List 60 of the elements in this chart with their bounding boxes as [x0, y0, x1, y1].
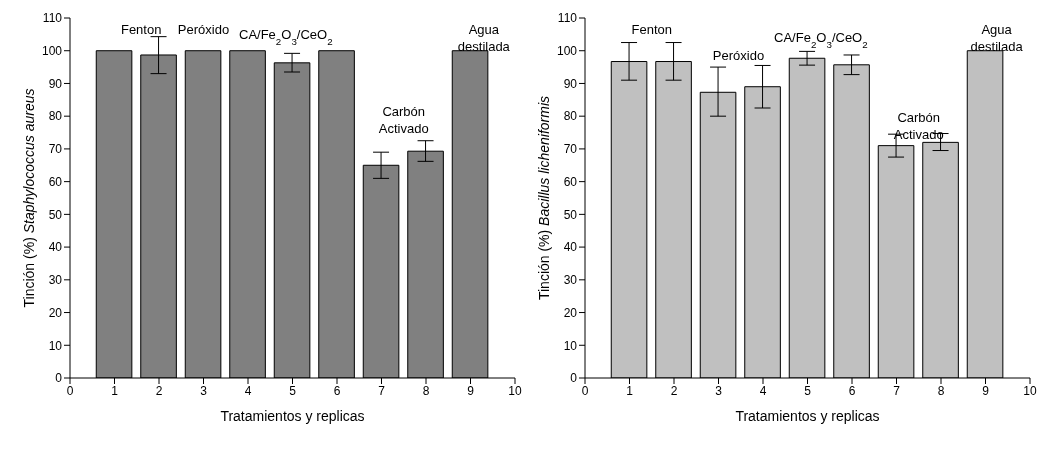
- x-tick-label: 2: [670, 383, 678, 398]
- y-tick-label: 10: [48, 338, 63, 353]
- x-tick-label: 1: [111, 383, 119, 398]
- y-tick-label: 60: [48, 174, 63, 189]
- annotation: Peróxido: [177, 22, 230, 37]
- y-tick-label: 70: [563, 142, 578, 157]
- x-tick-label: 8: [422, 383, 430, 398]
- x-tick-label: 0: [581, 383, 589, 398]
- y-tick-label: 70: [48, 142, 63, 157]
- x-tick-label: 6: [333, 383, 341, 398]
- x-tick-label: 3: [200, 383, 208, 398]
- y-tick-label: 110: [557, 11, 578, 26]
- y-tick-label: 90: [48, 76, 63, 91]
- x-tick-label: 7: [893, 383, 901, 398]
- x-tick-label: 1: [626, 383, 634, 398]
- y-tick-label: 20: [48, 305, 63, 320]
- x-tick-label: 5: [289, 383, 297, 398]
- x-tick-label: 10: [508, 383, 522, 398]
- x-tick-label: 7: [378, 383, 386, 398]
- y-tick-label: 80: [48, 109, 63, 124]
- x-tick-label: 4: [759, 383, 767, 398]
- y-tick-label: 50: [563, 207, 578, 222]
- y-axis-title: Tinción (%) Bacillus licheniformis: [536, 95, 552, 301]
- annotation: Fenton: [631, 22, 672, 37]
- y-tick-label: 90: [563, 76, 578, 91]
- x-tick-label: 10: [1023, 383, 1037, 398]
- y-tick-label: 30: [563, 273, 578, 288]
- x-tick-label: 0: [66, 383, 74, 398]
- y-tick-label: 0: [570, 371, 578, 386]
- y-tick-label: 30: [48, 273, 63, 288]
- annotation: Fenton: [120, 22, 162, 37]
- y-tick-label: 0: [55, 371, 63, 386]
- y-tick-label: 40: [563, 240, 578, 255]
- y-tick-label: 80: [563, 109, 578, 124]
- annotation: CA/Fe$_{2}$O$_{3}$/CeO$_{2}$: [239, 26, 333, 47]
- annotation: Carbón Activado: [893, 110, 944, 143]
- annotation: Agua destilada: [457, 21, 511, 54]
- x-tick-label: 5: [804, 383, 812, 398]
- x-tick-label: 8: [937, 383, 945, 398]
- y-tick-label: 20: [563, 305, 578, 320]
- annotation: CA/Fe$_{2}$O$_{3}$/CeO$_{2}$: [774, 30, 868, 50]
- y-tick-label: 40: [48, 240, 63, 255]
- y-tick-label: 50: [48, 207, 63, 222]
- x-tick-label: 9: [982, 383, 990, 398]
- annotation: Agua destilada: [970, 21, 1024, 54]
- annotation: Peróxido: [712, 48, 765, 64]
- y-tick-label: 10: [563, 338, 578, 353]
- x-tick-label: 4: [244, 383, 252, 398]
- y-tick-label: 100: [556, 43, 578, 58]
- x-tick-label: 9: [467, 383, 475, 398]
- x-tick-label: 2: [155, 383, 163, 398]
- y-tick-label: 100: [41, 43, 63, 58]
- x-axis-title: Tratamientos y replicas: [735, 408, 880, 424]
- y-tick-label: 110: [42, 11, 63, 26]
- y-tick-label: 60: [563, 174, 578, 189]
- x-tick-label: 3: [715, 383, 723, 398]
- x-axis-title: Tratamientos y replicas: [220, 408, 365, 424]
- annotation: Carbón Activado: [378, 103, 429, 136]
- y-axis-title: Tinción (%) Staphylococcus aureus: [21, 88, 37, 308]
- x-tick-label: 6: [848, 383, 856, 398]
